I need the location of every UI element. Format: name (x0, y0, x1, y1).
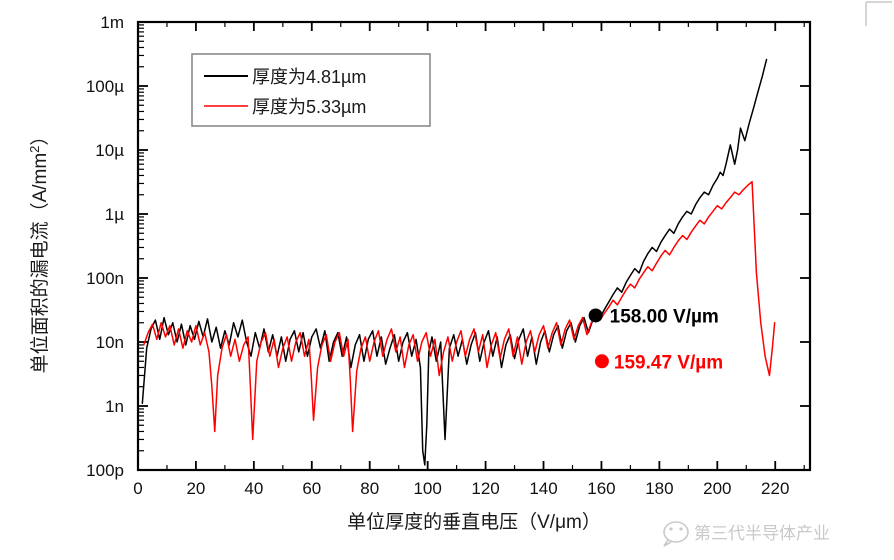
y-tick-label: 10n (96, 333, 124, 352)
x-tick-label: 140 (529, 479, 557, 498)
red-breakdown-marker (594, 354, 609, 369)
annotations-layer: 158.00 V/µm 159.47 V/µm (588, 306, 723, 373)
legend-box (191, 53, 431, 127)
x-tick-label: 40 (244, 479, 263, 498)
y-axis-title: 单位面积的漏电流（A/mm2） (27, 127, 51, 374)
y-tick-label: 100p (86, 461, 124, 480)
y-tick-label: 1m (100, 13, 124, 32)
series-line-2 (143, 180, 776, 441)
y-tick-label: 1µ (105, 205, 124, 224)
legend-label-1: 厚度为4.81µm (252, 67, 366, 87)
x-tick-label: 60 (302, 479, 321, 498)
black-breakdown-marker (588, 308, 603, 323)
wechat-icon (663, 521, 689, 547)
red-breakdown-label: 159.47 V/µm (614, 352, 723, 373)
x-tick-label: 200 (703, 479, 731, 498)
y-tick-labels: 100p 1n 10n 100n 1µ 10µ 100µ 1m (86, 13, 124, 480)
x-tick-label: 120 (471, 479, 499, 498)
x-tick-label: 0 (133, 479, 142, 498)
plot-frame (136, 20, 812, 472)
x-tick-label: 220 (761, 479, 789, 498)
watermark-label: 第三代半导体产业 (694, 524, 830, 543)
x-tick-label: 20 (186, 479, 205, 498)
y-tick-label: 10µ (95, 141, 124, 160)
plot-border (136, 20, 812, 472)
black-breakdown-label: 158.00 V/µm (610, 306, 719, 327)
x-tick-labels: 0 20 40 60 80 100 120 140 160 180 200 220 (133, 479, 789, 498)
watermark: 第三代半导体产业 (663, 521, 830, 547)
x-tick-label: 160 (587, 479, 615, 498)
x-axis-title: 单位厚度的垂直电压（V/μm） (347, 511, 601, 533)
legend-label-2: 厚度为5.33µm (252, 97, 366, 117)
axis-ticks (137, 21, 810, 471)
y-tick-label: 1n (105, 397, 124, 416)
x-tick-label: 100 (413, 479, 441, 498)
data-series-layer (141, 58, 776, 466)
x-tick-label: 180 (645, 479, 673, 498)
y-tick-label: 100n (86, 269, 124, 288)
y-tick-label: 100µ (86, 77, 124, 96)
corner-bracket-decoration (865, 1, 892, 26)
chart-legend: 厚度为4.81µm 厚度为5.33µm (191, 53, 431, 127)
x-tick-label: 80 (360, 479, 379, 498)
series-line-1 (141, 58, 768, 466)
